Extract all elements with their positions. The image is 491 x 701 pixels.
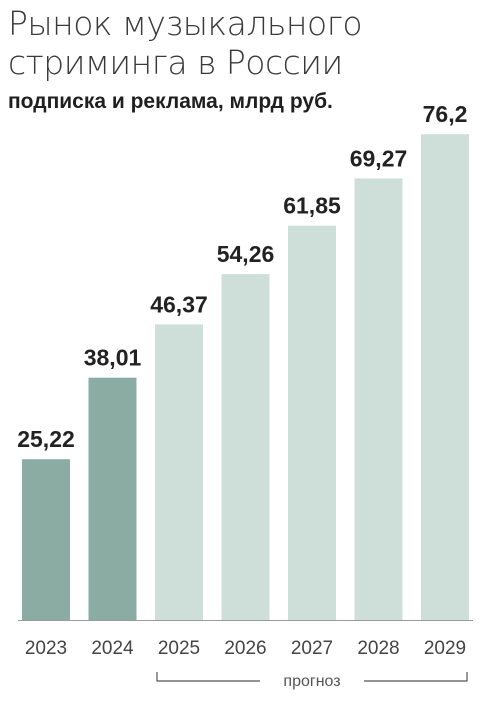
x-tick-2028: 2028 xyxy=(357,638,399,659)
forecast-bracket-right xyxy=(364,672,468,682)
forecast-label: прогноз xyxy=(283,673,340,690)
chart-subtitle: подписка и реклама, млрд руб. xyxy=(8,90,333,113)
forecast-bracket-left xyxy=(156,672,260,682)
x-tick-2026: 2026 xyxy=(224,638,266,659)
bar-2027 xyxy=(288,225,336,621)
value-label-2023: 25,22 xyxy=(17,426,75,452)
value-label-2027: 61,85 xyxy=(283,193,341,219)
bar-2029 xyxy=(421,134,469,620)
x-tick-2023: 2023 xyxy=(25,638,67,659)
bar-2024 xyxy=(88,377,137,620)
value-label-2028: 69,27 xyxy=(350,145,408,171)
value-label-2024: 38,01 xyxy=(84,345,142,371)
bar-2023 xyxy=(22,459,70,620)
x-tick-2024: 2024 xyxy=(91,638,134,659)
value-label-2029: 76,2 xyxy=(423,101,468,127)
x-tick-2027: 2027 xyxy=(291,638,333,659)
x-tick-2029: 2029 xyxy=(424,638,466,659)
value-label-2025: 46,37 xyxy=(150,291,208,317)
chart-title: Рынок музыкального стриминга в России xyxy=(8,4,363,82)
x-tick-2025: 2025 xyxy=(158,638,200,659)
bar-2025 xyxy=(155,324,203,620)
value-label-2026: 54,26 xyxy=(217,241,275,267)
bar-2028 xyxy=(354,178,403,620)
bar-2026 xyxy=(221,274,270,620)
